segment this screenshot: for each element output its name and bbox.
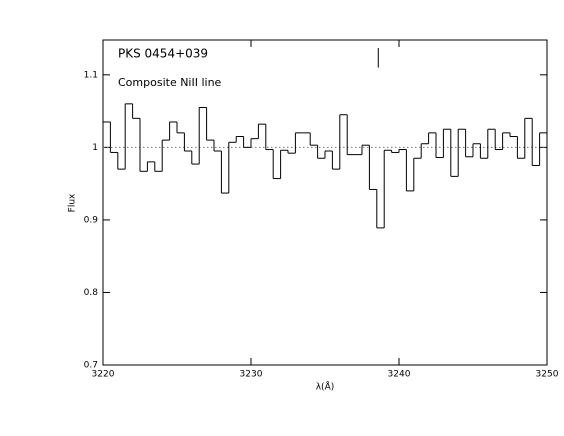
y-tick-label: 0.9 <box>84 215 99 225</box>
x-tick-label: 3240 <box>388 370 411 380</box>
x-tick-label: 3230 <box>240 370 263 380</box>
y-tick-label: 0.8 <box>84 288 99 298</box>
y-tick-label: 0.7 <box>84 361 98 371</box>
annotation: Composite NiII line <box>118 76 222 89</box>
y-axis-label: Flux <box>68 193 78 212</box>
x-tick-label: 3250 <box>536 370 559 380</box>
plot-frame <box>102 39 548 366</box>
annotation: PKS 0454+039 <box>118 47 208 61</box>
y-tick-label: 1 <box>92 143 98 153</box>
x-tick-label: 3220 <box>92 370 115 380</box>
x-axis-label: λ(Å) <box>316 381 335 393</box>
y-tick-label: 1.1 <box>84 70 98 80</box>
